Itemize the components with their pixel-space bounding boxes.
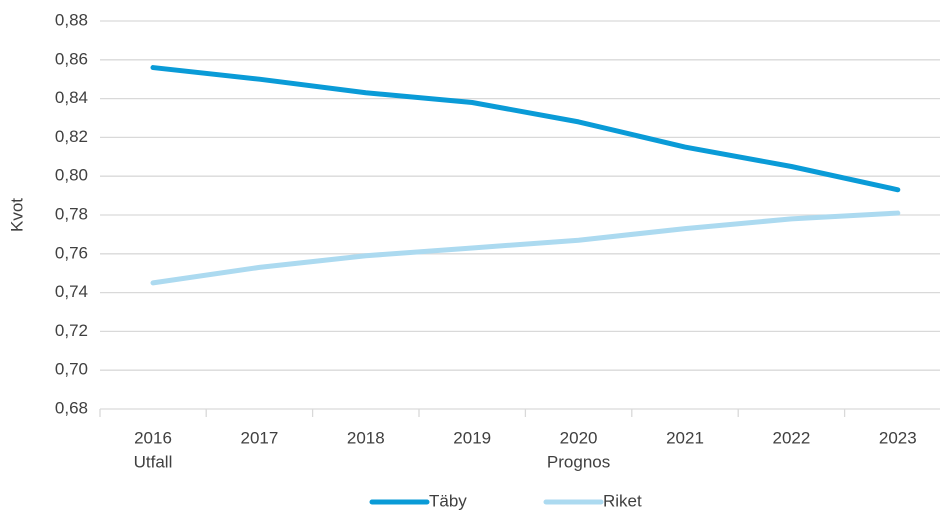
y-tick-label: 0,80: [55, 166, 88, 185]
legend-label: Riket: [603, 491, 642, 510]
y-tick-label: 0,86: [55, 49, 88, 68]
y-axis-label: Kvot: [7, 198, 26, 232]
y-tick-label: 0,78: [55, 204, 88, 223]
x-group-label: Utfall: [134, 452, 173, 471]
x-tick-label: 2017: [240, 428, 278, 447]
y-tick-label: 0,74: [55, 282, 88, 301]
y-tick-label: 0,68: [55, 398, 88, 417]
x-group-label: Prognos: [547, 452, 610, 471]
legend-label: Täby: [429, 491, 467, 510]
x-tick-label: 2021: [666, 428, 704, 447]
x-tick-label: 2023: [879, 428, 917, 447]
y-tick-label: 0,72: [55, 321, 88, 340]
x-tick-label: 2020: [560, 428, 598, 447]
x-tick-label: 2018: [347, 428, 385, 447]
y-tick-label: 0,76: [55, 243, 88, 262]
x-tick-label: 2019: [453, 428, 491, 447]
y-tick-label: 0,88: [55, 10, 88, 29]
line: [150, 65, 901, 193]
y-tick-label: 0,84: [55, 88, 88, 107]
x-tick-label: 2022: [772, 428, 810, 447]
x-tick-label: 2016: [134, 428, 172, 447]
y-tick-label: 0,70: [55, 360, 88, 379]
y-tick-label: 0,82: [55, 127, 88, 146]
line: [150, 210, 901, 286]
